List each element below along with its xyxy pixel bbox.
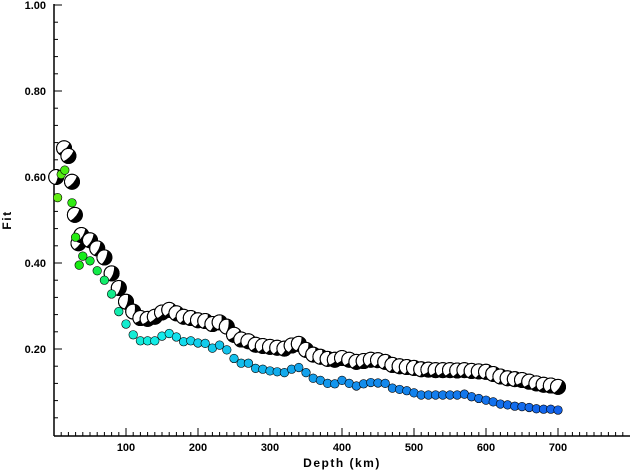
dot-point xyxy=(380,378,390,389)
dot-series xyxy=(52,165,563,415)
beachball-point xyxy=(96,249,113,266)
dot-point xyxy=(85,256,95,266)
dot-point xyxy=(215,340,225,350)
beachball-point xyxy=(64,173,80,190)
dot-point xyxy=(70,232,81,242)
dot-point xyxy=(121,319,131,329)
y-tick-label: 1.00 xyxy=(25,0,46,12)
x-tick-label: 700 xyxy=(549,442,567,454)
dot-point xyxy=(222,345,232,355)
dot-point xyxy=(553,405,563,415)
dot-point xyxy=(243,358,253,368)
dot-point xyxy=(60,165,70,175)
x-axis-label: Depth (km) xyxy=(303,456,381,470)
dot-point xyxy=(78,251,88,261)
y-axis-label: Fit xyxy=(0,210,14,229)
axis-ticks xyxy=(54,4,624,436)
dot-point xyxy=(106,289,117,299)
dot-point xyxy=(294,362,304,373)
beachball-point xyxy=(103,265,120,282)
y-tick-label: 0.60 xyxy=(25,172,46,184)
beachball-point xyxy=(60,147,77,164)
dot-point xyxy=(67,198,77,208)
dot-point xyxy=(92,266,102,276)
dot-point xyxy=(128,330,138,340)
y-tick-label: 0.80 xyxy=(25,86,46,98)
x-tick-label: 100 xyxy=(117,442,135,454)
beachball-series xyxy=(48,140,566,395)
dot-point xyxy=(171,332,181,342)
y-tick-label: 0.40 xyxy=(25,258,46,270)
dot-point xyxy=(229,353,239,364)
dot-point xyxy=(150,336,160,346)
tick-labels: 100 200 300 400 500 600 700 0.20 0.40 0.60 0.80 1.0… xyxy=(25,0,568,454)
x-tick-label: 300 xyxy=(261,442,279,454)
x-tick-label: 500 xyxy=(405,442,423,454)
dot-point xyxy=(52,193,63,203)
beachball-point xyxy=(66,206,83,223)
dot-point xyxy=(301,368,311,378)
beachball-point xyxy=(550,378,566,395)
y-tick-label: 0.20 xyxy=(25,344,46,356)
dot-point xyxy=(99,275,109,285)
dot-point xyxy=(74,260,84,270)
dot-point xyxy=(114,306,124,317)
x-tick-label: 200 xyxy=(189,442,207,454)
dot-point xyxy=(200,338,210,349)
x-tick-label: 400 xyxy=(333,442,351,454)
x-tick-label: 600 xyxy=(477,442,495,454)
